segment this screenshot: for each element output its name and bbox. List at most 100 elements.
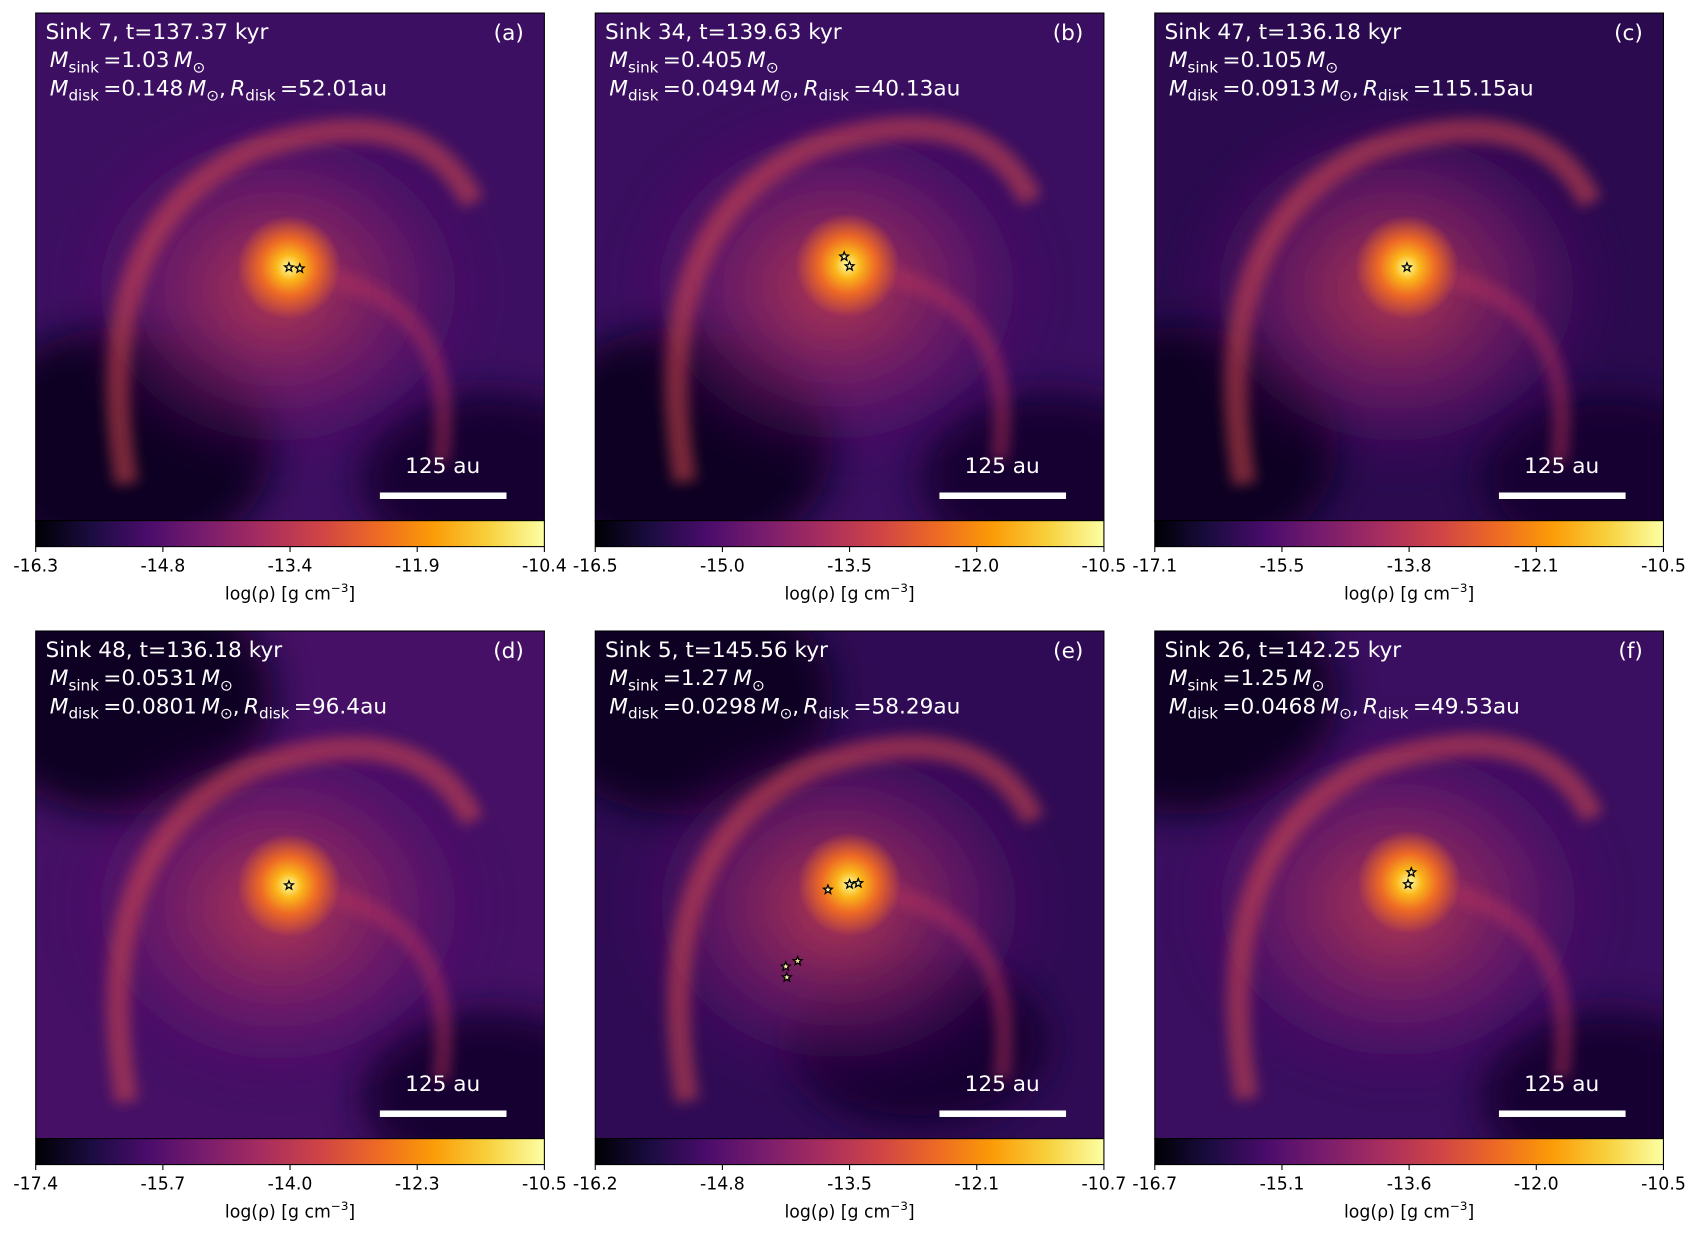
text-part: R: [803, 694, 818, 719]
scale-bar-label: 125 au: [1524, 454, 1599, 479]
colorbar-tick-label: -12.1: [954, 1174, 999, 1194]
colorbar-tick-label: -16.3: [13, 557, 58, 577]
text-part: M: [609, 48, 628, 73]
text-part: disk: [819, 87, 850, 105]
scale-bar: [379, 492, 507, 499]
spiral-arm: [106, 118, 484, 486]
colorbar-tick-label: -17.1: [1132, 557, 1177, 577]
scale-bar-label: 125 au: [405, 454, 480, 479]
text-part: M: [609, 76, 628, 101]
text-part: M: [747, 48, 766, 73]
sink-star: [282, 261, 295, 273]
colorbar-tick-label: -10.5: [522, 1174, 567, 1194]
density-map: [35, 631, 545, 1139]
text-part: log(ρ) [g cm: [784, 585, 890, 605]
text-part: R: [1363, 694, 1378, 719]
text-part: =: [103, 694, 121, 719]
panel-title: Sink 7, t=137.37 kyr: [45, 20, 268, 45]
text-part: log(ρ) [g cm: [1344, 1203, 1450, 1223]
text-part: ,: [792, 76, 799, 101]
text-part: 40.13: [871, 76, 933, 101]
colorbar-label: log(ρ) [g cm−3]: [1344, 581, 1474, 605]
colorbar-label: log(ρ) [g cm−3]: [784, 1199, 914, 1223]
text-part: 0.0531: [121, 666, 197, 691]
text-part: R: [1363, 76, 1378, 101]
text-part: =: [103, 666, 121, 691]
text-part: ⊙: [1325, 59, 1338, 77]
text-part: disk: [68, 87, 99, 105]
text-part: ,: [1352, 76, 1359, 101]
text-part: 0.0494: [681, 76, 757, 101]
scale-bar-label: 125 au: [1524, 1072, 1599, 1097]
colorbar: [1154, 520, 1664, 548]
text-part: 115.15: [1431, 76, 1507, 101]
sink-star: [843, 260, 856, 272]
spiral-arm: [664, 116, 1043, 484]
text-part: au: [933, 76, 960, 101]
text-part: ⊙: [220, 677, 233, 695]
spiral-arm: [1224, 118, 1602, 486]
colorbar-tick-label: -12.0: [1514, 1174, 1559, 1194]
panel: Sink 5, t=145.56 kyr (e)Msink =1.27 M⊙Mdisk…: [573, 630, 1127, 1223]
panel-letter: (e): [1053, 639, 1083, 664]
colorbar-tick-label: -10.7: [1082, 1174, 1127, 1194]
text-part: 0.148: [121, 76, 183, 101]
text-part: M: [761, 694, 780, 719]
text-part: 0.0298: [681, 694, 757, 719]
colorbar: [594, 1138, 1105, 1166]
text-part: M: [1169, 666, 1188, 691]
text-part: log(ρ) [g cm: [225, 1203, 331, 1223]
text-part: M: [609, 666, 628, 691]
sink-star: [1400, 261, 1413, 273]
text-part: ⊙: [193, 59, 206, 77]
colorbar-tick-label: -15.7: [140, 1174, 185, 1194]
spiral-arm: [106, 736, 484, 1104]
text-part: M: [174, 48, 193, 73]
text-part: disk: [68, 705, 99, 723]
sink-mass: Msink =1.03 M⊙: [50, 48, 205, 76]
panel-letter: (f): [1618, 639, 1643, 664]
colorbar-tick-label: -13.5: [827, 557, 872, 577]
text-part: =: [103, 76, 121, 101]
colorbar-tick-label: -13.4: [268, 557, 313, 577]
text-part: M: [1169, 76, 1188, 101]
text-part: −3: [890, 581, 908, 595]
text-part: log(ρ) [g cm: [225, 585, 331, 605]
text-part: M: [761, 76, 780, 101]
sink-star: [821, 883, 834, 895]
sink-star: [1402, 878, 1415, 890]
sink-star: [780, 971, 793, 983]
text-part: M: [1169, 48, 1188, 73]
colorbar: [594, 520, 1105, 548]
colorbar: [35, 520, 545, 548]
text-part: M: [1293, 666, 1312, 691]
colorbar-label: log(ρ) [g cm−3]: [225, 581, 355, 605]
scale-bar: [1498, 492, 1626, 499]
text-part: M: [50, 76, 69, 101]
text-part: sink: [628, 59, 659, 77]
text-part: 49.53: [1431, 694, 1493, 719]
text-part: R: [244, 694, 259, 719]
text-part: au: [360, 694, 387, 719]
text-part: ,: [219, 76, 226, 101]
text-part: M: [188, 76, 207, 101]
disk-props: Mdisk =0.0913 M⊙, Rdisk =115.15au: [1169, 76, 1534, 104]
panel: Sink 34, t=139.63 kyr (b)Msink =0.405 M⊙Mdi…: [573, 12, 1126, 605]
colorbar-tick-label: -10.4: [522, 557, 567, 577]
sink-star: [1405, 866, 1418, 878]
colorbar-tick-label: -10.5: [1641, 557, 1686, 577]
text-part: sink: [68, 59, 99, 77]
colorbar-tick-label: -10.5: [1641, 1174, 1686, 1194]
text-part: R: [230, 76, 245, 101]
text-part: =: [1222, 48, 1240, 73]
text-part: sink: [1188, 677, 1219, 695]
spiral-arm: [890, 886, 1013, 1081]
text-part: disk: [1378, 705, 1409, 723]
text-part: ⊙: [780, 705, 793, 723]
text-part: ]: [1467, 1203, 1474, 1223]
text-part: =: [294, 694, 312, 719]
text-part: 0.0801: [121, 694, 197, 719]
panel-title: Sink 48, t=136.18 kyr: [45, 638, 282, 663]
colorbar-tick-label: -14.0: [268, 1174, 313, 1194]
